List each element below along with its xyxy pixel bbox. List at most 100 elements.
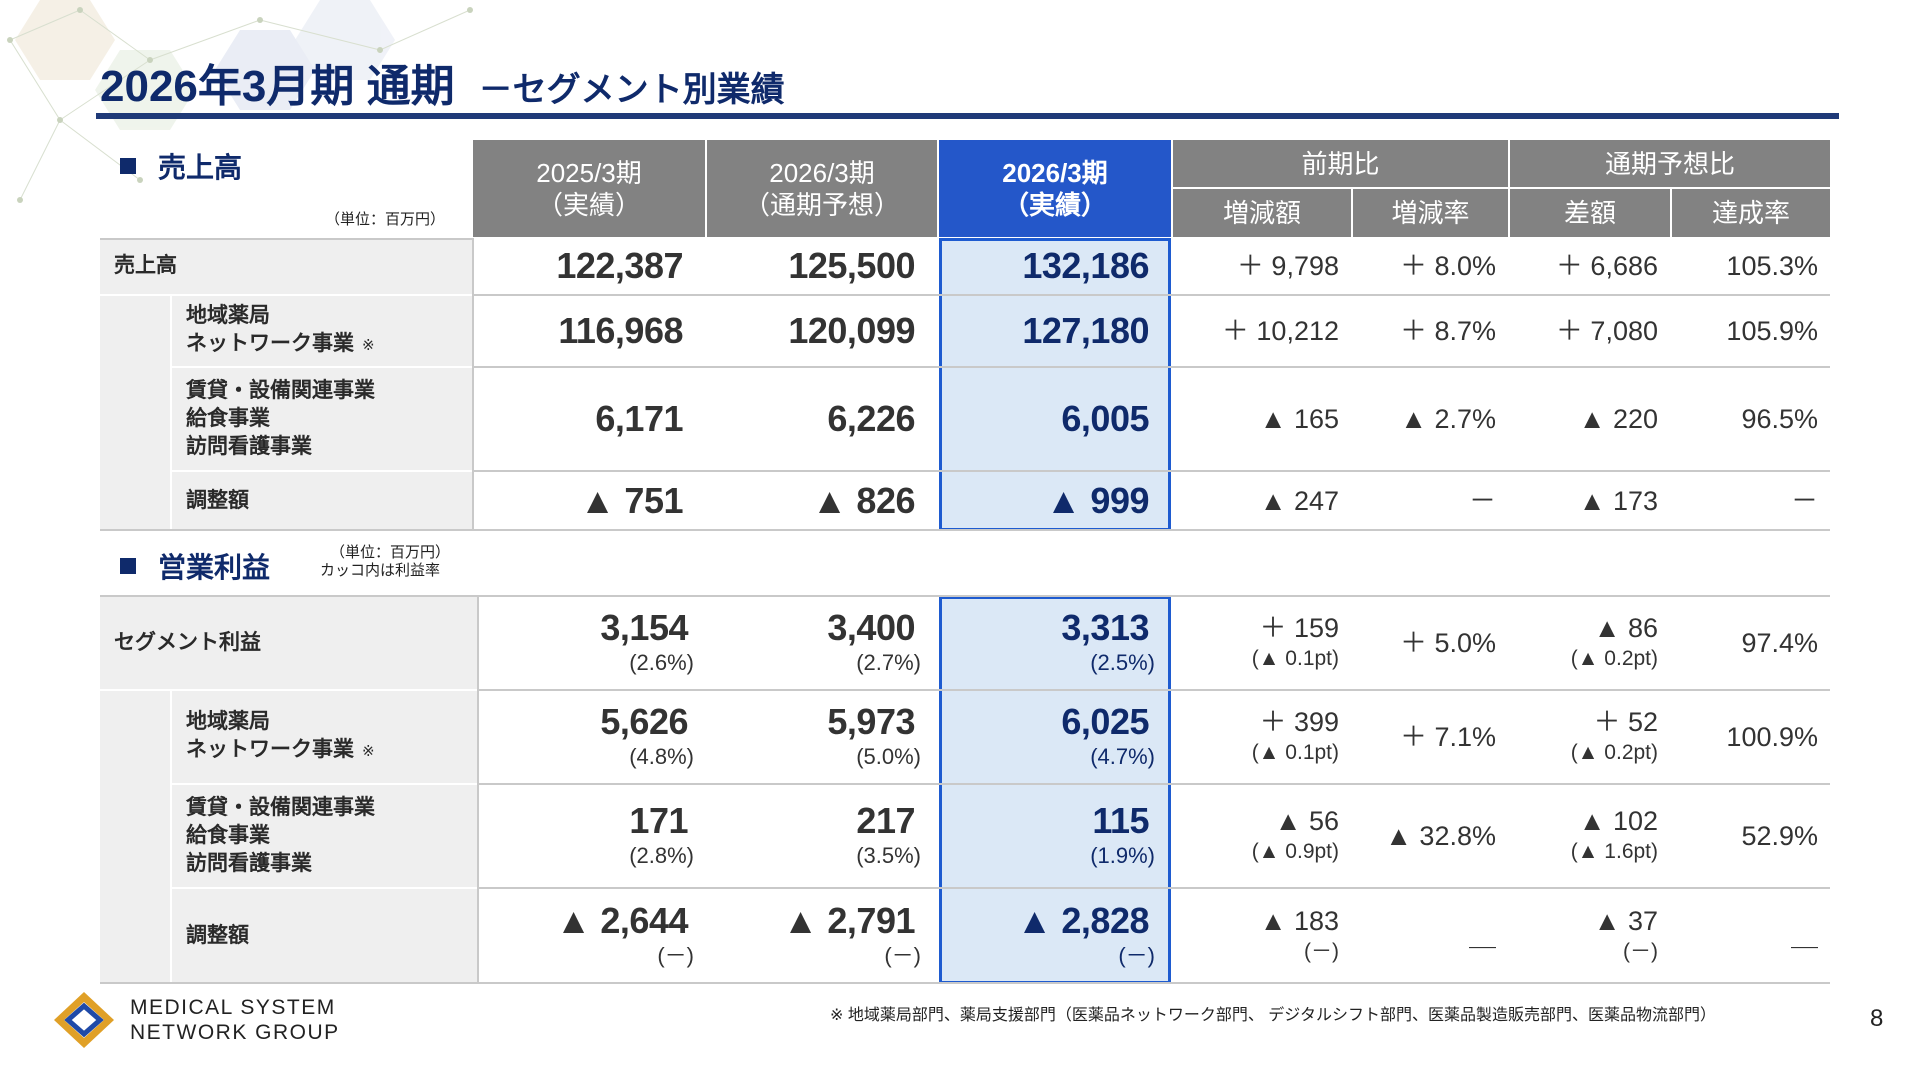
sales-total-diff: ＋ 9,798 xyxy=(1236,251,1339,281)
op-segment-ach: 97.4% xyxy=(1741,628,1818,658)
op-rental-fy25: 171 (2.8%) xyxy=(629,800,694,869)
sales-adjust-ach: － xyxy=(1791,485,1818,516)
page-title: 2026年3月期 通期 －セグメント別業績 xyxy=(100,50,785,111)
sales-pharmacy-rate: ＋ 8.7% xyxy=(1399,316,1496,346)
header-fy2026-line1: 2026/3期 xyxy=(1002,157,1108,188)
sales-adjust-rate: － xyxy=(1469,485,1496,516)
sales-total-fy25: 122,387 xyxy=(556,245,683,286)
op-pharmacy-rate: ＋ 7.1% xyxy=(1399,722,1496,752)
sales-adjust-fy25: ▲ 751 xyxy=(579,479,684,521)
sales-rental-fy26f: 6,226 xyxy=(827,398,915,439)
op-segment-fy26: 3,313 (2.5%) xyxy=(1061,607,1155,676)
header-rate: 増減率 xyxy=(1353,189,1508,237)
sales-rental-fdiff: ▲ 220 xyxy=(1578,404,1658,434)
op-segment-rate: ＋ 5.0% xyxy=(1399,628,1496,658)
header-vs-forecast: 通期予想比 xyxy=(1510,140,1830,187)
footnote: ※ 地域薬局部門、薬局支援部門（医薬品ネットワーク部門、 デジタルシフト部門、医… xyxy=(830,1007,1716,1024)
sales-label-text: 売上高 xyxy=(158,152,243,183)
sales-label-indent xyxy=(100,296,170,529)
op-segment-diff: ＋ 159 (▲ 0.1pt) xyxy=(1251,613,1339,670)
header-yoy: 前期比 xyxy=(1173,140,1508,187)
op-segment-fy26f: 3,400 (2.7%) xyxy=(827,607,921,676)
sales-row-pharmacy-label: 地域薬局 ネットワーク事業 ※ xyxy=(172,296,472,366)
op-row-rental-label: 賃貸・設備関連事業 給食事業 訪問看護事業 xyxy=(172,785,477,887)
title-underline xyxy=(96,113,1839,119)
header-fy2026f-line2: （通期予想） xyxy=(743,189,900,220)
sales-row-adjustment-label: 調整額 xyxy=(172,472,472,529)
sales-pharmacy-diff: ＋ 10,212 xyxy=(1221,316,1339,346)
sales-unit: （単位：百万円） xyxy=(325,211,446,228)
op-rental-fy26f: 217 (3.5%) xyxy=(856,800,921,869)
op-segment-fdiff: ▲ 86 (▲ 0.2pt) xyxy=(1570,613,1658,670)
square-bullet-icon xyxy=(120,558,136,574)
op-pharmacy-fy26: 6,025 (4.7%) xyxy=(1061,701,1155,770)
op-pharmacy-diff: ＋ 399 (▲ 0.1pt) xyxy=(1251,707,1339,764)
network-decoration xyxy=(7,0,473,203)
header-fy2026-line2: （実績） xyxy=(1002,189,1107,220)
header-fy2025-line2: （実績） xyxy=(536,189,641,220)
square-bullet-icon xyxy=(120,158,136,174)
sales-rental-ach: 96.5% xyxy=(1741,404,1818,434)
op-adjust-rate: ＿ xyxy=(1469,920,1496,951)
op-rental-rate: ▲ 32.8% xyxy=(1385,821,1496,851)
op-pharmacy-fy26f: 5,973 (5.0%) xyxy=(827,701,921,770)
title-main: 2026年3月期 通期 xyxy=(100,62,455,111)
sales-adjust-fy26f: ▲ 826 xyxy=(811,479,916,521)
op-pharmacy-fdiff: ＋ 52 (▲ 0.2pt) xyxy=(1570,707,1658,764)
op-pharmacy-ach: 100.9% xyxy=(1726,722,1818,752)
op-unit: （単位：百万円） カッコ内は利益率 xyxy=(320,544,451,579)
sales-pharmacy-fdiff: ＋ 7,080 xyxy=(1555,316,1658,346)
header-forecast-diff: 差額 xyxy=(1510,189,1670,237)
op-row-adjustment-label: 調整額 xyxy=(172,889,477,982)
op-label-indent xyxy=(100,691,170,982)
page-number: 8 xyxy=(1870,1005,1884,1032)
op-label-text: 営業利益 xyxy=(158,552,271,583)
sales-row-rental-label: 賃貸・設備関連事業 給食事業 訪問看護事業 xyxy=(172,368,472,470)
company-logo: MEDICAL SYSTEM NETWORK GROUP xyxy=(52,990,340,1050)
logo-line1: MEDICAL SYSTEM xyxy=(130,996,336,1019)
sales-total-fdiff: ＋ 6,686 xyxy=(1555,251,1658,281)
op-adjust-fy26f: ▲ 2,791 (－) xyxy=(782,899,921,968)
header-fy2026-actual: 2026/3期 （実績） xyxy=(939,140,1171,237)
sales-row-total-label: 売上高 xyxy=(100,238,472,294)
op-adjust-fy25: ▲ 2,644 (－) xyxy=(555,899,694,968)
header-diff: 増減額 xyxy=(1173,189,1351,237)
sales-rental-fy25: 6,171 xyxy=(595,398,683,439)
sales-adjust-fy26: ▲ 999 xyxy=(1045,479,1150,521)
sales-adjust-diff: ▲ 247 xyxy=(1259,485,1339,516)
sales-total-fy26: 132,186 xyxy=(1022,245,1149,286)
sales-total-ach: 105.3% xyxy=(1726,251,1818,281)
op-adjust-fy26: ▲ 2,828 (－) xyxy=(1016,899,1155,968)
op-segment-fy25: 3,154 (2.6%) xyxy=(600,607,694,676)
op-rental-fy26: 115 (1.9%) xyxy=(1090,800,1155,869)
header-fy2026f-line1: 2026/3期 xyxy=(769,157,875,188)
op-rental-diff: ▲ 56 (▲ 0.9pt) xyxy=(1251,806,1339,863)
op-pharmacy-fy25: 5,626 (4.8%) xyxy=(600,701,694,770)
op-row-segment-label: セグメント利益 xyxy=(100,597,477,689)
op-rental-ach: 52.9% xyxy=(1741,821,1818,851)
sales-pharmacy-fy25: 116,968 xyxy=(558,310,683,351)
logo-diamond-icon xyxy=(54,992,114,1048)
header-fy2026-forecast: 2026/3期 （通期予想） xyxy=(707,140,937,237)
sales-pharmacy-ach: 105.9% xyxy=(1726,316,1818,346)
header-fy2025-actual: 2025/3期 （実績） xyxy=(473,140,705,237)
op-adjust-diff: ▲ 183 (－) xyxy=(1259,905,1339,963)
title-sub: －セグメント別業績 xyxy=(478,71,785,109)
sales-highlight-fy2026 xyxy=(939,238,1171,531)
sales-section-label: 売上高 xyxy=(120,148,242,184)
sales-total-fy26f: 125,500 xyxy=(788,245,915,286)
op-row-pharmacy-label: 地域薬局 ネットワーク事業 ※ xyxy=(172,691,477,783)
sales-pharmacy-fy26: 127,180 xyxy=(1022,310,1149,351)
op-rental-fdiff: ▲ 102 (▲ 1.6pt) xyxy=(1570,806,1658,863)
logo-line2: NETWORK GROUP xyxy=(130,1021,340,1044)
header-fy2025-line1: 2025/3期 xyxy=(536,157,642,188)
sales-pharmacy-fy26f: 120,099 xyxy=(788,310,915,351)
op-section-label: 営業利益 xyxy=(120,548,270,584)
sales-total-rate: ＋ 8.0% xyxy=(1399,251,1496,281)
sales-adjust-fdiff: ▲ 173 xyxy=(1578,485,1658,516)
sales-rental-diff: ▲ 165 xyxy=(1259,404,1339,434)
op-adjust-fdiff: ▲ 37 (－) xyxy=(1593,905,1658,963)
sales-rental-fy26: 6,005 xyxy=(1061,398,1149,439)
op-adjust-ach: ＿ xyxy=(1791,920,1818,951)
header-achievement: 達成率 xyxy=(1672,189,1830,237)
